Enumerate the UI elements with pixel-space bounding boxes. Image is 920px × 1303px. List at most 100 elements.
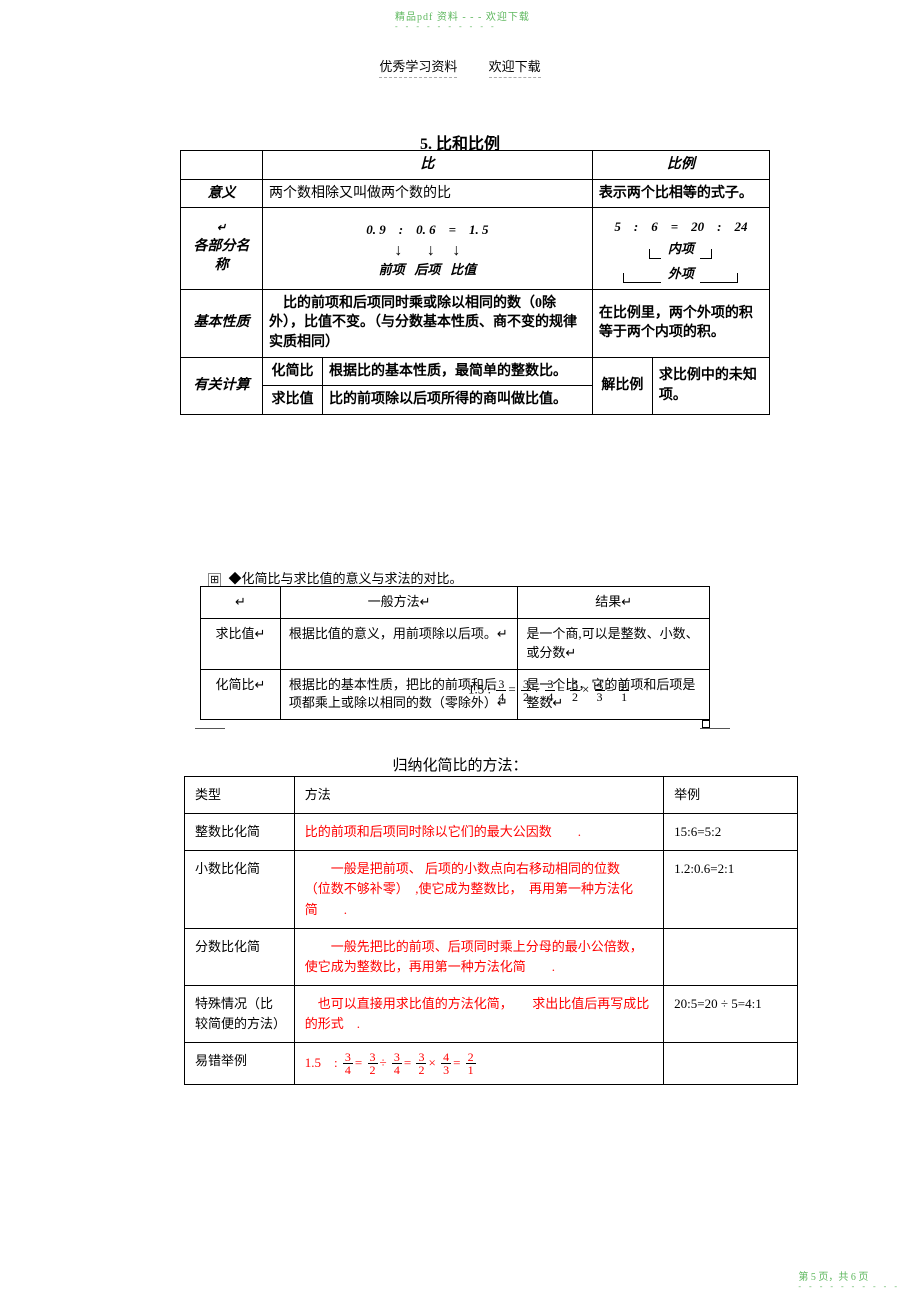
row-label-parts-text: 各部分名称: [194, 239, 250, 274]
watermark-dots: - - - - - - - - - -: [395, 22, 530, 31]
table-simplify-methods: 类型 方法 举例 整数比化简 比的前项和后项同时除以它们的最大公因数 . 15:…: [184, 776, 798, 1085]
cell-example: [664, 928, 798, 985]
table-row: 分数比化简 一般先把比的前项、后项同时乘上分母的最小公倍数，使它成为整数比，再用…: [185, 928, 798, 985]
down-arrow-icon: ↓: [452, 247, 460, 255]
label-waixiang: 外项: [668, 266, 694, 281]
cell-parts-bi: 0. 9 : 0. 6 = 1. 5 ↓ ↓ ↓ 前项 后项 比值: [263, 208, 593, 290]
fraction: 34: [392, 1051, 402, 1076]
cell-method1-text: 根据比值的意义，用前项除以后项。: [289, 626, 497, 641]
down-arrow-icon: ↓: [427, 247, 435, 255]
eq-bili: 5 : 6 = 20 : 24: [597, 218, 765, 236]
sublabel-qiubizhi: 求比值: [263, 386, 323, 415]
table-row: 整数比化简 比的前项和后项同时除以它们的最大公因数 . 15:6=5:2: [185, 814, 798, 851]
plus-box-icon: ⊞: [208, 573, 221, 587]
cell-method: 一般是把前项、 后项的小数点向右移动相同的位数 （位数不够补零） ,使它成为整数…: [294, 851, 663, 928]
cell-method2-text: 根据比的基本性质，把比的前项和后项都乘上或除以相同的数（零除外）: [289, 677, 497, 711]
divider: [700, 728, 730, 729]
down-arrow-icon: ↓: [394, 247, 402, 255]
cell-method1: 根据比值的意义，用前项除以后项。↵: [280, 618, 518, 669]
header-type: 类型: [185, 777, 295, 814]
fraction: 34: [545, 678, 555, 703]
table-row: ↵ 一般方法↵ 结果↵: [201, 587, 710, 619]
col-header-bili: 比例: [592, 151, 769, 180]
subheading-compare: ⊞ ◆化简比与求比值的意义与求法的对比。: [208, 568, 462, 587]
footer-dots: - - - - - - - - - -: [798, 1282, 900, 1291]
cell-result1: 是一个商,可以是整数、小数、或分数↵: [518, 618, 710, 669]
row-label-huajianbi-text: 化简比: [215, 677, 254, 692]
cell-type: 分数比化简: [185, 928, 295, 985]
cell-jiebili-text: 求比例中的未知项。: [659, 368, 757, 403]
fraction: 32: [570, 678, 580, 703]
table-row: 类型 方法 举例: [185, 777, 798, 814]
page-header: 优秀学习资料 欢迎下载: [0, 56, 920, 78]
fraction: 21: [466, 1051, 476, 1076]
header-left-text: 优秀学习资料: [379, 59, 457, 74]
cell-prop-bi: 比的前项和后项同时乘或除以相同的数（0除外），比值不变。（与分数基本性质、商不变…: [263, 289, 593, 357]
cell-method-text: 一般先把比的前项、后项同时乘上分母的最小公倍数，使它成为整数比，再用第一种方法化…: [305, 939, 643, 974]
fraction: 32: [368, 1051, 378, 1076]
dash-underline: [379, 77, 457, 78]
header-method-text: 一般方法: [368, 594, 420, 609]
sublabel-jiebili: 解比例: [592, 357, 652, 414]
cell-prop-bili-text: 在比例里，两个外项的积等于两个内项的积。: [599, 306, 753, 341]
cell-meaning-bili-text: 表示两个比相等的式子。: [599, 186, 753, 201]
table-row: ↵ 各部分名称 0. 9 : 0. 6 = 1. 5 ↓ ↓ ↓ 前项 后项 比…: [181, 208, 770, 290]
fraction: 34: [343, 1051, 353, 1076]
cell-method-text: 也可以直接用求比值的方法化简， 求出比值后再写成比的形式 .: [305, 996, 650, 1031]
header-example: 举例: [664, 777, 798, 814]
label-bizhi: 比值: [450, 262, 476, 277]
fraction: 32: [416, 1051, 426, 1076]
table-row: 意义 两个数相除又叫做两个数的比 表示两个比相等的式子。: [181, 179, 770, 208]
cell-example: 20:5=20 ÷ 5=4:1: [664, 985, 798, 1042]
fraction: 21: [619, 678, 629, 703]
watermark-top: 精品pdf 资料 - - - 欢迎下载 - - - - - - - - - -: [395, 8, 530, 31]
cell-method-equation: 1.5 : 34= 32÷ 34= 32× 43= 21: [294, 1043, 663, 1085]
table-row: 易错举例 1.5 : 34= 32÷ 34= 32× 43= 21: [185, 1043, 798, 1085]
dash-underline: [489, 77, 541, 78]
row-label-parts: ↵ 各部分名称: [181, 208, 263, 290]
cell-example: 1.2:0.6=2:1: [664, 851, 798, 928]
resize-handle-icon: [702, 720, 710, 728]
arrows-bi: ↓ ↓ ↓: [267, 242, 588, 262]
cell-qiubizhi-text: 比的前项除以后项所得的商叫做比值。: [329, 392, 567, 407]
divider: [195, 728, 225, 729]
table-row: 化简比↵ 根据比的基本性质，把比的前项和后项都乘上或除以相同的数（零除外）↵ 是…: [201, 669, 710, 720]
header-right-text: 欢迎下载: [489, 59, 541, 74]
label-qianxiang: 前项: [379, 262, 405, 277]
cell-prop-bili: 在比例里，两个外项的积等于两个内项的积。: [592, 289, 769, 357]
cell-method-text: 比的前项和后项同时除以它们的最大公因数 .: [305, 824, 581, 839]
header-right: 欢迎下载: [489, 56, 541, 78]
cell-huajianbi: 根据比的基本性质，最简单的整数比。: [323, 357, 593, 386]
header-result: 结果↵: [518, 587, 710, 619]
label-neixiang: 内项: [668, 241, 694, 256]
subheading-methods: 归纳化简比的方法：: [0, 754, 920, 775]
col-header-bi: 比: [263, 151, 593, 180]
table-ratio-vs-proportion: 比 比例 意义 两个数相除又叫做两个数的比 表示两个比相等的式子。 ↵ 各部分名…: [180, 150, 770, 415]
cell-example: 15:6=5:2: [664, 814, 798, 851]
cell-method: 一般先把比的前项、后项同时乘上分母的最小公倍数，使它成为整数比，再用第一种方法化…: [294, 928, 663, 985]
row-label-prop: 基本性质: [181, 289, 263, 357]
page-footer: 第 5 页，共 6 页 - - - - - - - - - -: [798, 1268, 900, 1291]
cell-qiubizhi: 比的前项除以后项所得的商叫做比值。: [323, 386, 593, 415]
cell-meaning-bi: 两个数相除又叫做两个数的比: [263, 179, 593, 208]
eq-bi: 0. 9 : 0. 6 = 1. 5: [267, 221, 588, 239]
subheading-compare-text: ◆化简比与求比值的意义与求法的对比。: [228, 571, 462, 586]
cell-parts-bili: 5 : 6 = 20 : 24 内项 外项: [592, 208, 769, 290]
fraction: 32: [521, 678, 531, 703]
fraction: 43: [441, 1051, 451, 1076]
table-row: 比 比例: [181, 151, 770, 180]
cell-blank: ↵: [201, 587, 281, 619]
header-left: 优秀学习资料: [379, 56, 457, 78]
cell-jiebili: 求比例中的未知项。: [652, 357, 769, 414]
label-houxiang: 后项: [414, 262, 440, 277]
row-label-qiubizhi-text: 求比值: [215, 626, 254, 641]
table-row: 有关计算 化简比 根据比的基本性质，最简单的整数比。 解比例 求比例中的未知项。: [181, 357, 770, 386]
row-label-calc: 有关计算: [181, 357, 263, 414]
eq-prefix: 1.5 :: [305, 1055, 338, 1070]
cell-method: 比的前项和后项同时除以它们的最大公因数 .: [294, 814, 663, 851]
cell-huajianbi-text: 根据比的基本性质，最简单的整数比。: [329, 364, 567, 379]
fraction: 43: [595, 678, 605, 703]
cell-type: 整数比化简: [185, 814, 295, 851]
cell-prop-bi-text: 比的前项和后项同时乘或除以相同的数（0除外），比值不变。（与分数基本性质、商不变…: [269, 296, 577, 350]
cell-method: 也可以直接用求比值的方法化简， 求出比值后再写成比的形式 .: [294, 985, 663, 1042]
